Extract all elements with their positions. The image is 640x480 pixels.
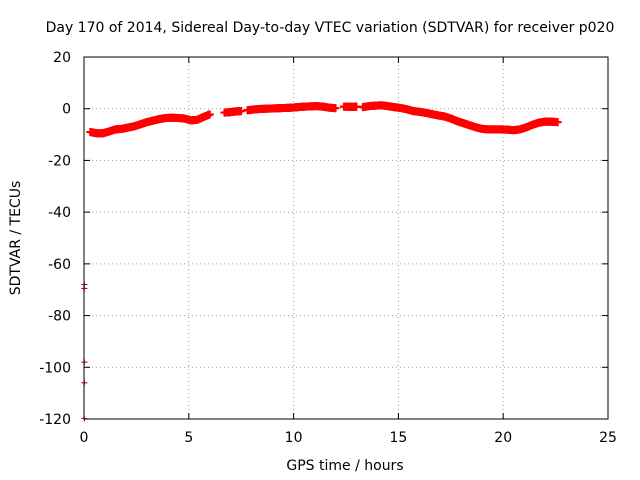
x-tick-label: 10 xyxy=(285,430,303,446)
y-tick-label: -60 xyxy=(48,257,71,273)
x-tick-label: 25 xyxy=(599,430,617,446)
plot-frame xyxy=(83,56,609,420)
data-point xyxy=(81,415,88,422)
grid-lines xyxy=(84,57,608,419)
x-axis-label: GPS time / hours xyxy=(286,458,403,474)
y-tick-label: -120 xyxy=(39,412,71,428)
y-tick-label: -100 xyxy=(39,360,71,376)
data-point xyxy=(81,359,88,366)
y-tick-label: 20 xyxy=(53,50,71,66)
x-tick-label: 0 xyxy=(80,430,89,446)
y-tick-label: -40 xyxy=(48,205,71,221)
y-axis-label: SDTVAR / TECUs xyxy=(8,181,24,296)
chart-title: Day 170 of 2014, Sidereal Day-to-day VTE… xyxy=(46,20,615,36)
data-point xyxy=(81,285,88,292)
data-points xyxy=(81,101,562,422)
axes: 0 5 10 15 20 25 -120 -100 -80 -60 -40 -20 0 20 xyxy=(39,50,617,446)
x-tick-label: 5 xyxy=(184,430,193,446)
data-point xyxy=(205,110,214,119)
data-point xyxy=(331,104,340,113)
y-tick-label: -20 xyxy=(48,153,71,169)
y-tick-label: 0 xyxy=(62,102,71,118)
x-tick-label: 15 xyxy=(389,430,407,446)
data-point xyxy=(553,118,562,127)
y-tick-label: -80 xyxy=(48,309,71,325)
data-point xyxy=(81,379,88,386)
x-tick-label: 20 xyxy=(494,430,512,446)
